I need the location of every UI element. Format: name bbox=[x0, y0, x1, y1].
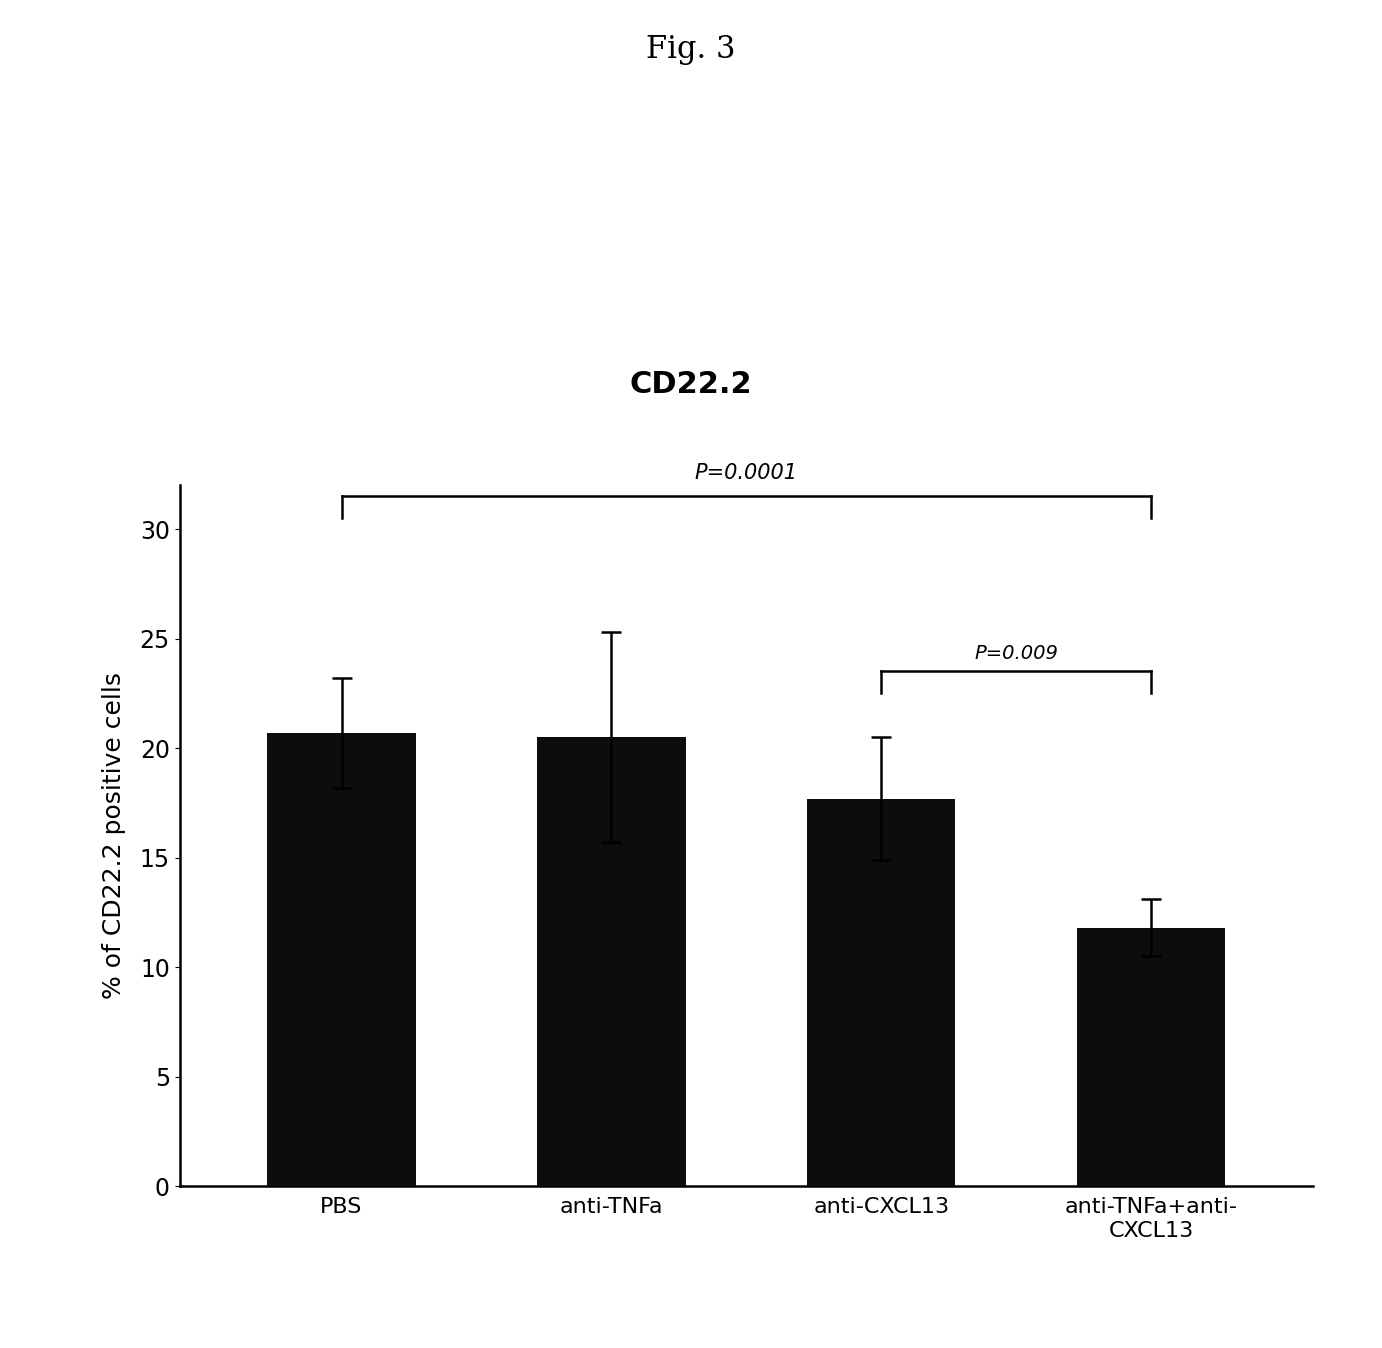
Text: Fig. 3: Fig. 3 bbox=[647, 34, 735, 65]
Text: P=0.0001: P=0.0001 bbox=[695, 464, 797, 483]
Bar bbox=[267, 733, 416, 1186]
Text: P=0.009: P=0.009 bbox=[974, 644, 1059, 663]
Text: CD22.2: CD22.2 bbox=[630, 369, 752, 399]
Y-axis label: % of CD22.2 positive cells: % of CD22.2 positive cells bbox=[102, 673, 126, 999]
Bar bbox=[1077, 927, 1226, 1186]
Bar bbox=[807, 798, 955, 1186]
Bar bbox=[538, 737, 685, 1186]
